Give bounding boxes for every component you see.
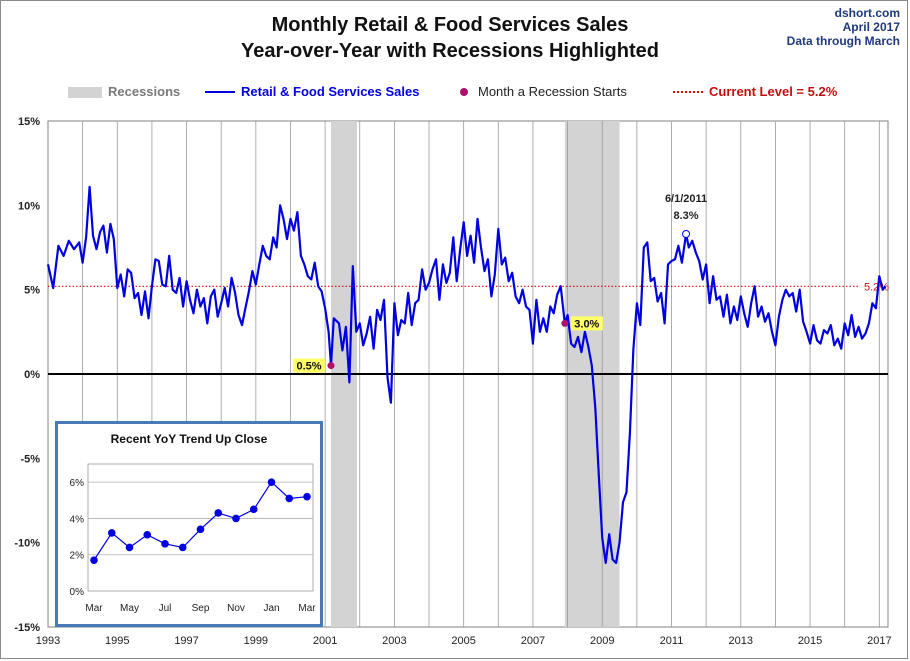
inset-data-point bbox=[303, 492, 311, 501]
x-tick-label: 2015 bbox=[798, 635, 822, 647]
inset-data-point bbox=[143, 530, 152, 539]
y-tick-label: -15% bbox=[14, 622, 40, 634]
y-tick-label: -10% bbox=[14, 538, 40, 550]
inset-x-tick-label: May bbox=[120, 603, 139, 614]
inset-x-tick-label: Jan bbox=[263, 603, 279, 614]
legend-series-swatch bbox=[205, 91, 235, 93]
x-tick-label: 2011 bbox=[660, 635, 684, 647]
source-site: dshort.com bbox=[834, 6, 900, 20]
inset-data-point bbox=[232, 514, 240, 523]
x-tick-label: 2005 bbox=[451, 635, 475, 647]
inset-data-point bbox=[214, 509, 223, 517]
recession-start-callout-bg-0 bbox=[293, 358, 326, 373]
chart-title-line1: Monthly Retail & Food Services Sales bbox=[271, 14, 629, 36]
recession-start-callout-bg-1 bbox=[570, 316, 603, 331]
source-date: April 2017 bbox=[842, 20, 900, 34]
x-tick-label: 1997 bbox=[174, 635, 198, 647]
x-tick-label: 2003 bbox=[382, 635, 406, 647]
legend-recession-start-label: Month a Recession Starts bbox=[478, 84, 627, 99]
x-tick-label: 1995 bbox=[105, 635, 129, 647]
inset-y-tick-label: 2% bbox=[70, 551, 85, 562]
inset-x-tick-label: Nov bbox=[227, 603, 245, 614]
legend-series-label: Retail & Food Services Sales bbox=[241, 84, 420, 99]
y-tick-label: -5% bbox=[20, 453, 40, 465]
source-credit: dshort.com April 2017 Data through March bbox=[700, 6, 900, 48]
legend-recession-swatch bbox=[68, 86, 102, 98]
y-tick-label: 15% bbox=[18, 116, 40, 128]
x-tick-label: 2013 bbox=[729, 635, 753, 647]
x-tick-label: 1999 bbox=[244, 635, 268, 647]
legend-current-level-swatch bbox=[673, 91, 703, 93]
y-tick-label: 5% bbox=[24, 285, 40, 297]
x-tick-label: 2001 bbox=[313, 635, 337, 647]
inset-data-point bbox=[125, 543, 134, 552]
inset-chart-panel: Recent YoY Trend Up Close 6% 4% 2% 0% Mar May… bbox=[55, 421, 323, 627]
legend-recession-start-dot bbox=[460, 88, 468, 96]
legend-recessions-label: Recessions bbox=[108, 84, 181, 99]
recession-start-callout-0: 0.5% bbox=[296, 361, 321, 373]
y-tick-label: 10% bbox=[18, 200, 40, 212]
peak-marker bbox=[682, 230, 691, 239]
inset-data-point bbox=[161, 540, 169, 548]
chart-title-line2: Year-over-Year with Recessions Highlight… bbox=[241, 40, 659, 62]
chart-legend: Recessions Retail & Food Services Sales … bbox=[40, 82, 880, 102]
x-tick-label: 1993 bbox=[36, 635, 60, 647]
x-tick-label: 2009 bbox=[590, 635, 614, 647]
legend-item-current-level: Current Level = 5.2% bbox=[673, 82, 837, 102]
legend-item-recessions: Recessions bbox=[68, 82, 180, 102]
y-tick-label: 0% bbox=[24, 369, 40, 381]
inset-data-point bbox=[249, 505, 258, 514]
inset-x-tick-label: Mar bbox=[298, 603, 316, 614]
inset-y-tick-label: 0% bbox=[70, 587, 85, 598]
recession-start-marker-0 bbox=[327, 362, 335, 370]
inset-data-point bbox=[267, 478, 276, 486]
inset-chart-title: Recent YoY Trend Up Close bbox=[110, 432, 268, 446]
legend-item-recession-start: Month a Recession Starts bbox=[460, 82, 627, 102]
inset-y-tick-label: 4% bbox=[70, 514, 85, 525]
inset-x-tick-label: Sep bbox=[192, 603, 210, 614]
inset-y-tick-label: 6% bbox=[70, 478, 85, 489]
legend-current-level-label: Current Level = 5.2% bbox=[709, 84, 838, 99]
peak-value-label: 8.3% bbox=[674, 210, 699, 222]
x-tick-label: 2017 bbox=[867, 635, 891, 647]
recession-start-marker-1 bbox=[561, 319, 569, 327]
x-tick-label: 2007 bbox=[521, 635, 545, 647]
inset-data-point bbox=[107, 529, 116, 537]
inset-x-tick-label: Mar bbox=[85, 603, 103, 614]
inset-data-point bbox=[90, 556, 98, 564]
series-line-retail-sales bbox=[46, 185, 887, 565]
source-data-through: Data through March bbox=[786, 34, 900, 48]
peak-date-label: 6/1/2011 bbox=[665, 193, 707, 205]
chart-title: Monthly Retail & Food Services Sales Yea… bbox=[150, 12, 750, 64]
inset-data-point bbox=[285, 494, 294, 503]
inset-x-tick-label: Jul bbox=[159, 603, 172, 614]
inset-data-point bbox=[178, 543, 187, 552]
recession-start-callout-1: 3.0% bbox=[574, 318, 599, 330]
legend-item-series: Retail & Food Services Sales bbox=[205, 82, 419, 102]
inset-chart: 6%4%2%0%Mar May Jul Sep Nov Jan Mar bbox=[70, 463, 316, 614]
inset-data-point bbox=[196, 525, 205, 534]
